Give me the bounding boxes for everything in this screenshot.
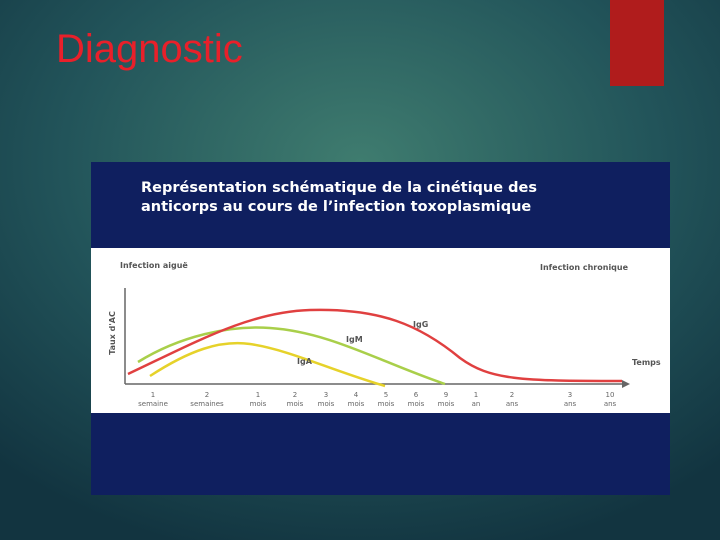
figure-footer	[91, 413, 670, 495]
figure: Représentation schématique de la cinétiq…	[91, 162, 670, 495]
time-tick-label: 1	[151, 391, 155, 399]
time-tick-label: semaines	[190, 400, 224, 408]
time-tick-label: 10	[606, 391, 615, 399]
figure-title: Représentation schématique de la cinétiq…	[141, 180, 537, 196]
igg-curve	[127, 308, 623, 383]
figure-body	[91, 248, 670, 413]
time-tick-label: mois	[438, 400, 455, 408]
curve-label: IgM	[346, 335, 363, 344]
time-tick-label: 2	[510, 391, 514, 399]
time-tick-label: mois	[250, 400, 267, 408]
igm-curve	[137, 326, 446, 386]
slide-title: Diagnostic	[56, 27, 243, 71]
time-tick-label: mois	[348, 400, 365, 408]
time-tick-label: 6	[414, 391, 419, 399]
time-tick-label: 1	[256, 391, 260, 399]
time-tick-label: 4	[354, 391, 359, 399]
phase-label: Infection aiguë	[120, 261, 188, 270]
time-tick-label: 2	[293, 391, 297, 399]
time-tick-label: 1	[474, 391, 478, 399]
time-tick-label: an	[472, 400, 481, 408]
time-tick-label: 9	[444, 391, 448, 399]
time-tick-label: mois	[287, 400, 304, 408]
figure-title: anticorps au cours de l’infection toxopl…	[141, 199, 531, 215]
y-axis-label: Taux d'AC	[108, 311, 117, 355]
phase-label: Infection chronique	[540, 263, 629, 272]
time-tick-label: 2	[205, 391, 209, 399]
time-tick-label: ans	[564, 400, 577, 408]
x-axis-label: Temps	[632, 358, 661, 367]
time-tick-label: ans	[506, 400, 519, 408]
axis-arrow	[622, 380, 630, 388]
time-tick-label: mois	[408, 400, 425, 408]
time-tick-label: 3	[324, 391, 328, 399]
time-tick-label: ans	[604, 400, 617, 408]
accent-bar	[610, 0, 664, 86]
time-tick-label: semaine	[138, 400, 168, 408]
time-ticks: 1semaine2semaines1mois2mois3mois4mois5mo…	[138, 391, 616, 408]
curve-label: IgA	[297, 357, 313, 366]
time-tick-label: 5	[384, 391, 388, 399]
figure-header	[91, 162, 670, 248]
time-tick-label: mois	[318, 400, 335, 408]
curve-label: IgG	[413, 320, 428, 329]
time-tick-label: 3	[568, 391, 572, 399]
iga-curve	[149, 341, 386, 388]
time-tick-label: mois	[378, 400, 395, 408]
